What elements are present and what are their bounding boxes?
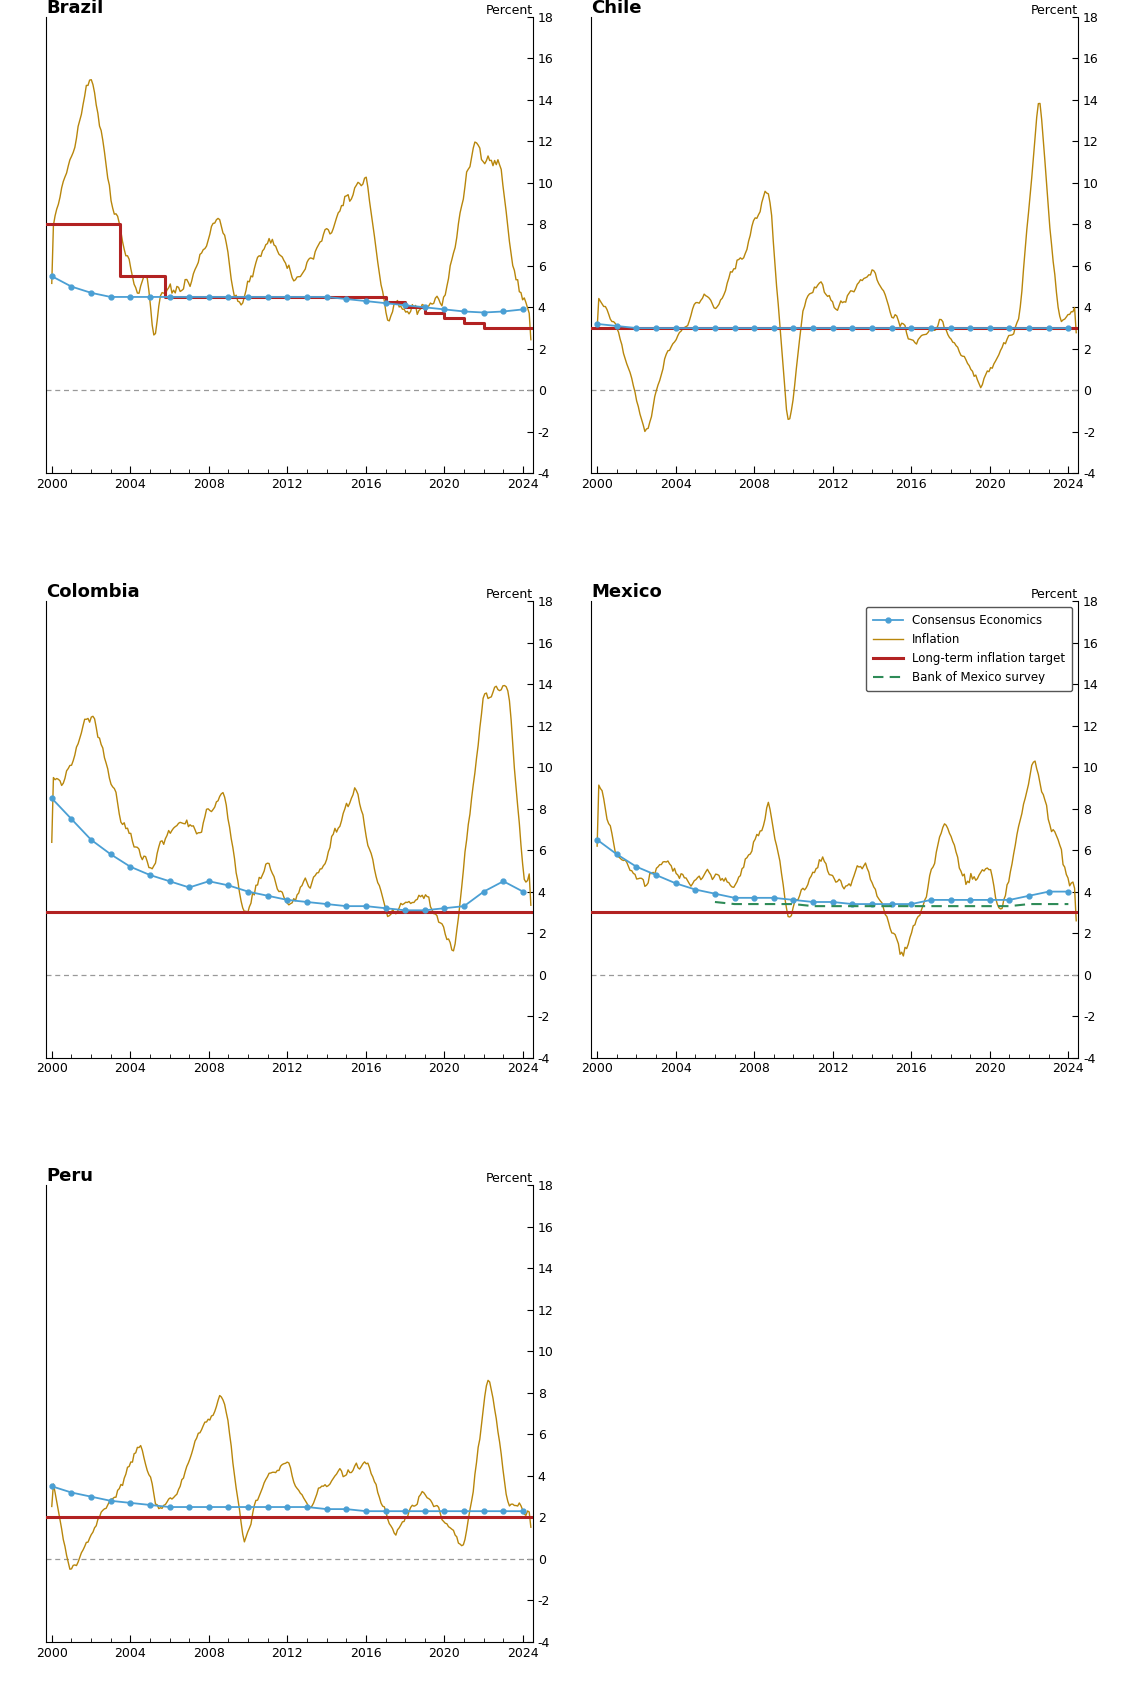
Text: Percent: Percent — [1031, 3, 1078, 17]
Text: Percent: Percent — [485, 588, 533, 601]
Text: Percent: Percent — [485, 3, 533, 17]
Text: Colombia: Colombia — [46, 583, 140, 601]
Text: Percent: Percent — [1031, 588, 1078, 601]
Text: Brazil: Brazil — [46, 0, 103, 17]
Text: Peru: Peru — [46, 1167, 93, 1186]
Legend: Consensus Economics, Inflation, Long-term inflation target, Bank of Mexico surve: Consensus Economics, Inflation, Long-ter… — [866, 606, 1072, 690]
Text: Chile: Chile — [591, 0, 641, 17]
Text: Percent: Percent — [485, 1172, 533, 1186]
Text: Mexico: Mexico — [591, 583, 662, 601]
